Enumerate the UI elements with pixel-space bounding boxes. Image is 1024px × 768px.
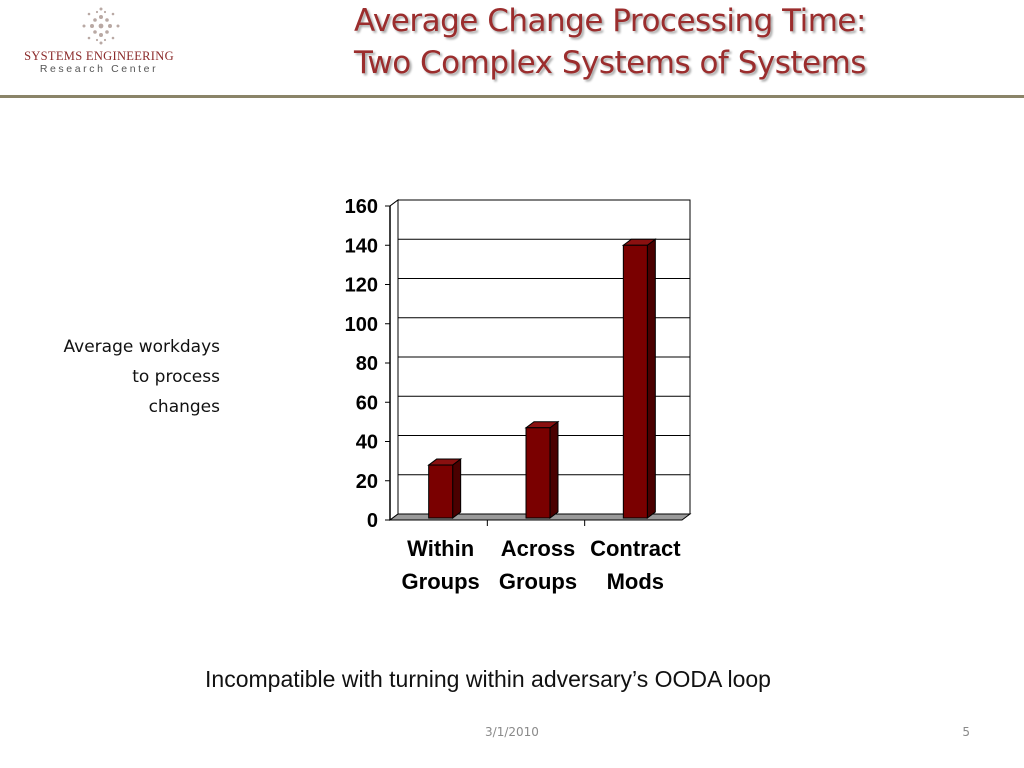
slide-title: Average Change Processing Time: Two Comp…: [240, 0, 980, 84]
y-tick-label: 140: [345, 235, 378, 257]
bar: [622, 244, 648, 519]
footer-date: 3/1/2010: [485, 725, 539, 739]
x-tick-label: Mods: [607, 569, 664, 594]
caption: Incompatible with turning within adversa…: [205, 666, 771, 692]
plot-side-wall: [389, 199, 399, 521]
title-line1: Average Change Processing Time:: [354, 3, 866, 39]
bar-side: [646, 238, 656, 519]
y-tick-label: 100: [345, 314, 378, 336]
title-line2: Two Complex Systems of Systems: [354, 45, 866, 81]
y-tick-label: 20: [356, 471, 378, 493]
logo-line1: SYSTEMS ENGINEERING: [24, 49, 174, 63]
y-axis-label-line3: changes: [148, 397, 220, 417]
y-tick-label: 0: [367, 510, 378, 532]
y-tick-label: 60: [356, 392, 378, 414]
y-axis-label-line1: Average workdays: [63, 337, 220, 357]
y-tick-label: 40: [356, 432, 378, 454]
x-tick-label: Within: [407, 536, 474, 561]
bar-chart: 0 20 40 60 80 100 120 140 160 Within Groups Across G…: [345, 196, 692, 594]
y-tick-label: 120: [345, 275, 378, 297]
bar: [428, 464, 454, 519]
logo-starburst-icon: [82, 7, 120, 45]
x-tick-label: Contract: [590, 536, 681, 561]
logo-line2: Research Center: [39, 63, 159, 75]
page-number: 5: [962, 725, 970, 739]
y-axis-label: Average workdays to process changes: [20, 332, 220, 422]
x-tick-label: Groups: [499, 569, 577, 594]
y-axis-label-line2: to process: [132, 367, 220, 387]
x-tick-label: Groups: [402, 569, 480, 594]
bar-side: [549, 420, 559, 519]
bar: [525, 427, 551, 519]
y-tick-label: 160: [345, 196, 378, 218]
y-tick-label: 80: [356, 353, 378, 375]
x-tick-label: Across: [501, 536, 576, 561]
bar-side: [452, 458, 462, 519]
title-divider: [0, 95, 1024, 98]
logo: [6, 4, 196, 84]
